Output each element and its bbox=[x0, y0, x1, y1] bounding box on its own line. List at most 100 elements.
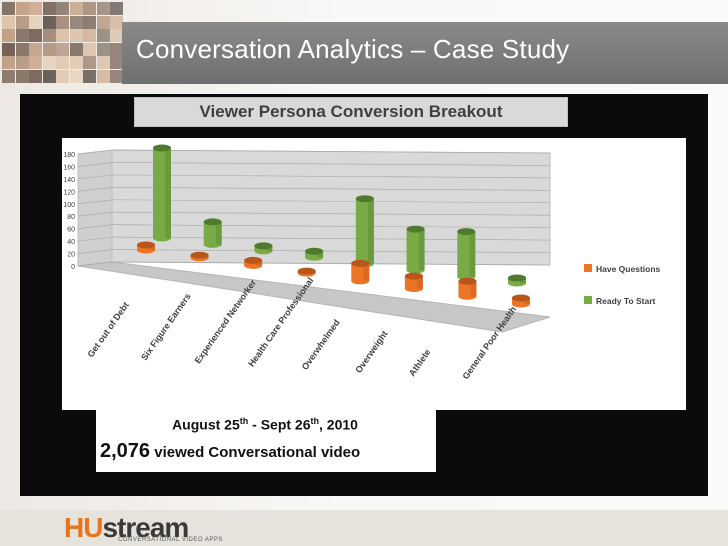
category-label: Overwhelmed bbox=[300, 318, 342, 372]
y-tick-label: 40 bbox=[67, 239, 75, 246]
bar-have-questions-shade bbox=[417, 276, 423, 289]
category-label: Athlete bbox=[407, 347, 433, 378]
gridline bbox=[111, 199, 551, 204]
y-tick-label: 140 bbox=[63, 177, 75, 184]
bar-ready-to-start bbox=[406, 229, 425, 271]
gridline bbox=[111, 224, 551, 228]
bar-have-questions-base bbox=[351, 277, 370, 285]
gridline-side bbox=[77, 149, 113, 155]
bar-ready-to-start bbox=[457, 231, 476, 277]
gridline-side bbox=[77, 249, 113, 254]
bar-ready-to-start-base bbox=[203, 240, 222, 248]
slide-title: Conversation Analytics – Case Study bbox=[136, 34, 570, 64]
category-label: Six Figure Earners bbox=[139, 291, 193, 362]
gridline-side bbox=[77, 199, 113, 205]
logo-hu: HU bbox=[64, 512, 103, 543]
category-label: Get out of Debt bbox=[85, 300, 130, 359]
date-year: , 2010 bbox=[319, 416, 358, 433]
gridline-side bbox=[77, 162, 113, 167]
bar-have-questions-top bbox=[404, 272, 423, 280]
gridline-side bbox=[77, 211, 113, 217]
y-tick-label: 160 bbox=[63, 164, 75, 171]
bar-have-questions-base bbox=[512, 300, 530, 308]
bar-have-questions-base bbox=[244, 261, 263, 269]
y-tick-label: 60 bbox=[67, 227, 75, 234]
bar-have-questions-shade bbox=[524, 298, 530, 304]
view-text: viewed Conversational video bbox=[150, 444, 361, 461]
date-end-sup: th bbox=[310, 416, 320, 426]
chart-back-wall bbox=[111, 149, 551, 266]
bar-ready-to-start-shade bbox=[418, 229, 425, 271]
bar-have-questions-top bbox=[137, 241, 155, 249]
bar-have-questions-top bbox=[297, 267, 316, 275]
gridline bbox=[111, 162, 551, 166]
bar-ready-to-start-shade bbox=[317, 251, 324, 258]
gridline bbox=[111, 149, 551, 154]
bar-ready-to-start bbox=[355, 198, 374, 264]
logo-stream: stream bbox=[102, 512, 189, 543]
date-range: August 25th - Sept 26th, 2010 bbox=[100, 416, 430, 433]
bar-ready-to-start-top bbox=[457, 228, 476, 236]
view-count: 2,076 bbox=[100, 440, 151, 462]
bar-have-questions bbox=[458, 281, 477, 297]
y-tick-label: 100 bbox=[63, 202, 75, 209]
gridline-side bbox=[77, 261, 113, 267]
gridline bbox=[111, 261, 551, 266]
bar-ready-to-start-top bbox=[203, 218, 222, 226]
bar-ready-to-start-shade bbox=[368, 198, 374, 264]
title-bar bbox=[122, 22, 728, 84]
category-label: Overweight bbox=[353, 329, 389, 375]
date-start: August 25 bbox=[172, 416, 240, 433]
bar-ready-to-start-base bbox=[305, 253, 324, 261]
view-count-line: 2,076 viewed Conversational video bbox=[100, 440, 434, 463]
y-tick-label: 20 bbox=[67, 252, 75, 259]
gridline bbox=[111, 187, 551, 191]
y-tick-label: 0 bbox=[71, 264, 75, 271]
gridline-side bbox=[77, 187, 113, 192]
chart-side-wall bbox=[77, 149, 113, 267]
gridline bbox=[111, 174, 551, 179]
y-tick-label: 180 bbox=[63, 152, 75, 159]
legend-swatch bbox=[584, 264, 592, 272]
footer-bar bbox=[0, 510, 728, 546]
bar-ready-to-start-shade bbox=[215, 221, 222, 245]
gridline bbox=[111, 236, 551, 241]
bar-ready-to-start-top bbox=[254, 242, 273, 250]
hustream-logo: HUstream bbox=[64, 512, 189, 544]
bar-have-questions-top bbox=[351, 259, 370, 267]
bar-have-questions-top bbox=[190, 251, 209, 259]
bar-ready-to-start-base bbox=[153, 234, 171, 242]
bar-have-questions-shade bbox=[363, 263, 370, 281]
bar-ready-to-start-base bbox=[254, 247, 273, 255]
bar-ready-to-start-top bbox=[153, 144, 171, 152]
bar-have-questions-shade bbox=[470, 281, 477, 297]
bar-ready-to-start bbox=[153, 148, 171, 238]
date-sep: - Sept 26 bbox=[248, 416, 311, 433]
gridline bbox=[111, 249, 551, 253]
gridline bbox=[111, 211, 551, 216]
date-note-box bbox=[96, 410, 436, 472]
y-tick-label: 120 bbox=[63, 189, 75, 196]
logo-tagline: CONVERSATIONAL VIDEO APPS bbox=[118, 537, 223, 543]
bar-ready-to-start-top bbox=[355, 195, 374, 203]
subtitle-box bbox=[134, 97, 568, 127]
bar-have-questions-base bbox=[458, 292, 477, 300]
legend-swatch bbox=[584, 296, 592, 304]
gridline-side bbox=[77, 224, 113, 229]
bar-ready-to-start-base bbox=[406, 266, 425, 274]
bar-ready-to-start-shade bbox=[469, 231, 476, 277]
chart-svg: 0 20 40 60 80 100 120 140 160 180 Get out of Debt S… bbox=[63, 144, 661, 381]
date-start-sup: th bbox=[239, 416, 249, 426]
bar-have-questions bbox=[404, 276, 423, 289]
bar-ready-to-start bbox=[203, 221, 222, 245]
bar-ready-to-start-top bbox=[305, 247, 324, 255]
bar-have-questions-base bbox=[137, 246, 155, 254]
legend-label: Ready To Start bbox=[596, 296, 656, 306]
chart-subtitle: Viewer Persona Conversion Breakout bbox=[199, 102, 503, 121]
bar-ready-to-start-base bbox=[508, 279, 526, 287]
gridline-side bbox=[77, 174, 113, 180]
bar-have-questions bbox=[351, 263, 370, 281]
bar-have-questions-top bbox=[458, 277, 477, 285]
y-tick-label: 80 bbox=[67, 214, 75, 221]
bar-have-questions-top bbox=[512, 294, 530, 302]
